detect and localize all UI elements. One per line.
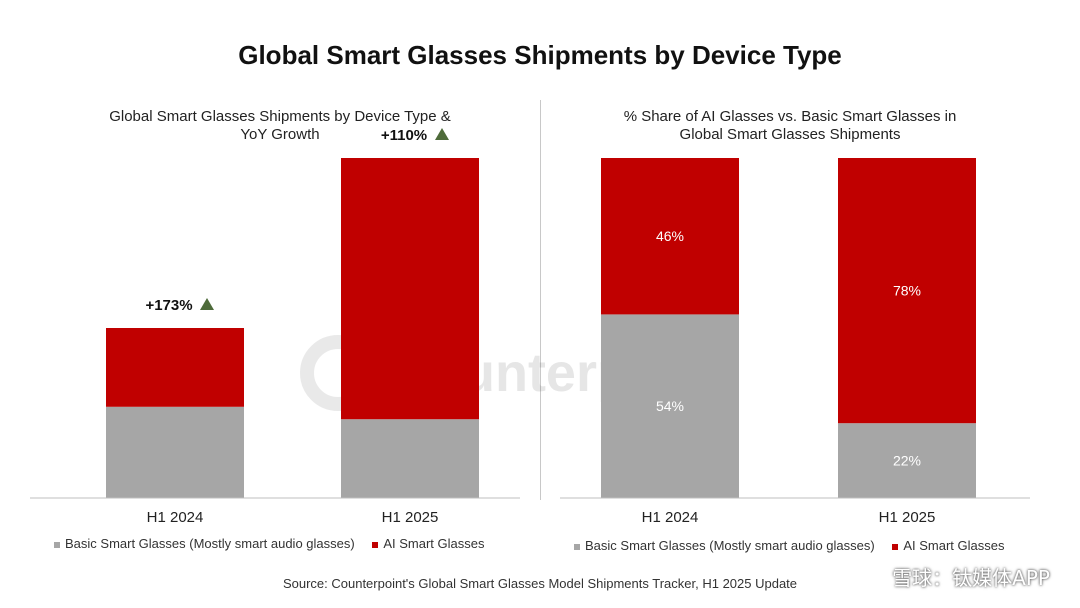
legend-item-basic: Basic Smart Glasses (Mostly smart audio … [54,536,355,551]
left-chart-legend: Basic Smart Glasses (Mostly smart audio … [54,536,498,551]
legend-label-basic: Basic Smart Glasses (Mostly smart audio … [585,538,875,553]
right-chart-title: % Share of AI Glasses vs. Basic Smart Gl… [570,108,1010,144]
bar-ai-h1-2025 [341,158,479,420]
data-label: 46% [656,228,684,244]
growth-up-arrow-icon [435,128,449,140]
legend-swatch-basic [54,541,60,548]
x-tick-label: H1 2024 [642,509,699,526]
growth-label: +110% [381,127,427,144]
legend-label-ai: AI Smart Glasses [383,536,485,551]
footer-watermark: 雪球：钛媒体APP [892,566,1050,590]
bar-ai-h1-2025 [838,158,976,424]
legend-swatch-ai [892,543,899,550]
bar-basic-h1-2025 [838,423,976,498]
bar-ai-h1-2024 [106,328,244,407]
data-label: 22% [893,453,921,469]
x-tick-label: H1 2024 [147,509,204,526]
bar-basic-h1-2024 [106,406,244,498]
x-tick-label: H1 2025 [382,509,439,526]
bar-basic-h1-2024 [601,314,739,498]
left-chart-title-line-1: Global Smart Glasses Shipments by Device… [109,108,451,125]
left-chart-title: Global Smart Glasses Shipments by Device… [60,108,500,144]
legend-label-ai: AI Smart Glasses [903,538,1005,553]
legend-item-basic: Basic Smart Glasses (Mostly smart audio … [574,538,875,553]
left-chart-title-line-2: YoY Growth [240,126,320,143]
page-title: Global Smart Glasses Shipments by Device… [238,40,842,70]
legend-label-basic: Basic Smart Glasses (Mostly smart audio … [65,536,355,551]
panel-divider [540,100,541,500]
bar-basic-h1-2025 [341,419,479,498]
growth-label: +173% [145,297,192,314]
source-note: Source: Counterpoint's Global Smart Glas… [282,576,798,591]
legend-swatch-basic [574,543,580,550]
right-chart-legend: Basic Smart Glasses (Mostly smart audio … [574,538,1018,553]
legend-item-ai: AI Smart Glasses [372,536,484,551]
right-chart-title-line-2: Global Smart Glasses Shipments [679,126,901,143]
right-chart-title-line-1: % Share of AI Glasses vs. Basic Smart Gl… [623,108,957,125]
data-label: 54% [656,398,684,414]
x-tick-label: H1 2025 [879,509,936,526]
bar-ai-h1-2024 [601,158,739,315]
legend-swatch-ai [372,541,379,548]
legend-item-ai: AI Smart Glasses [892,538,1004,553]
data-label: 78% [893,283,921,299]
growth-up-arrow-icon [200,298,214,310]
